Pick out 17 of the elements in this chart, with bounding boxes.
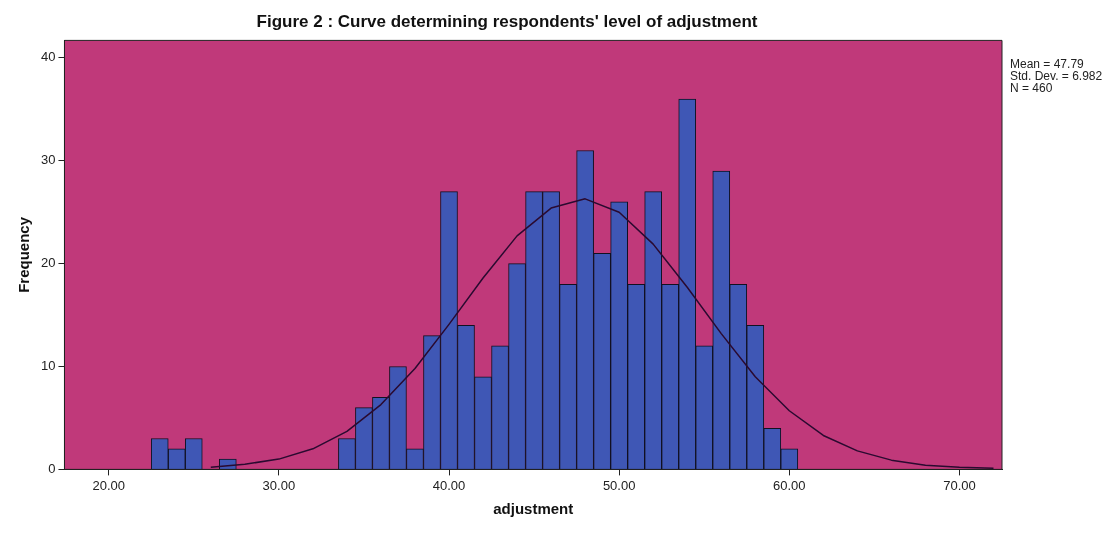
x-tick-label: 70.00 [943, 477, 976, 493]
x-tick-label: 20.00 [92, 477, 125, 493]
x-tick-label: 30.00 [262, 477, 296, 493]
y-tick-label: 40 [40, 49, 56, 65]
x-tick-label: 50.00 [602, 477, 636, 493]
text: Std. Dev. = 6.982 [1010, 68, 1103, 83]
text: N = 460 [1010, 80, 1053, 95]
y-tick-label: 30 [40, 152, 56, 168]
y-tick-label: 0 [48, 460, 56, 476]
x-axis-title: adjustment [493, 500, 574, 518]
x-tick-label: 40.00 [432, 477, 466, 493]
y-tick-label: 20 [40, 255, 56, 271]
chart-title: Figure 2 : Curve determining respondents' level of adjustment [256, 11, 758, 31]
y-tick-label: 10 [40, 358, 56, 374]
y-axis-title: Frequency [15, 216, 33, 293]
x-tick-label: 60.00 [773, 477, 806, 493]
text: Mean = 47.79 [1010, 56, 1085, 71]
